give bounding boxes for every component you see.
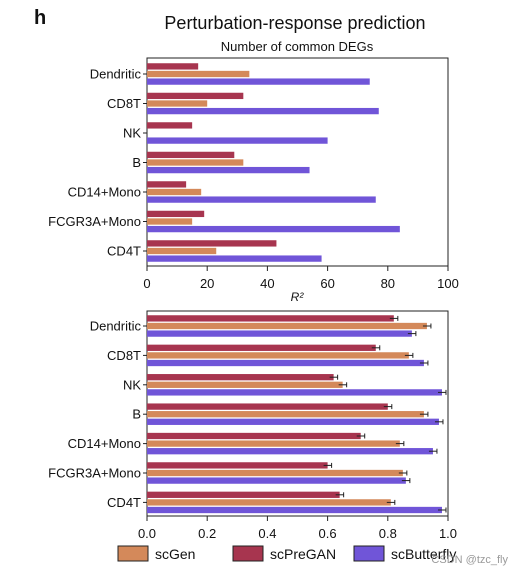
- x-tick-label: 60: [320, 276, 334, 291]
- category-label-cd8t: CD8T: [107, 348, 141, 363]
- x-tick-label: 80: [381, 276, 395, 291]
- bar-scgen-cd8t: [147, 352, 409, 359]
- bar-scgen-b: [147, 411, 424, 418]
- bar-scgen-cd14-mono: [147, 188, 202, 196]
- bar-scgen-cd8t: [147, 100, 208, 107]
- category-label-b: B: [132, 155, 141, 170]
- chart-1-subtitle: Number of common DEGs: [221, 39, 374, 54]
- category-label-cd4t: CD4T: [107, 244, 141, 259]
- watermark: CSDN @tzc_fly: [431, 554, 508, 566]
- bar-scbutterfly-fcgr3a-mono: [147, 225, 400, 233]
- legend-label-scbutterfly: scButterfly: [391, 546, 456, 562]
- bar-scpregan-fcgr3a-mono: [147, 462, 328, 469]
- legend-swatch-scbutterfly: [353, 545, 385, 562]
- bar-scbutterfly-fcgr3a-mono: [147, 477, 406, 484]
- figure-title: Perturbation-response prediction: [164, 13, 425, 33]
- x-tick-label: 0.6: [319, 526, 337, 541]
- category-label-nk: NK: [123, 377, 141, 392]
- category-label-cd4t: CD4T: [107, 495, 141, 510]
- category-label-fcgr3a-mono: FCGR3A+Mono: [48, 214, 141, 229]
- legend-swatch-scpregan: [232, 545, 264, 562]
- category-label-cd14-mono: CD14+Mono: [68, 436, 141, 451]
- bar-scbutterfly-b: [147, 418, 439, 425]
- bar-scbutterfly-nk: [147, 137, 328, 144]
- bar-scpregan-nk: [147, 122, 193, 129]
- panel-letter: h: [34, 7, 46, 29]
- bar-scgen-dendritic: [147, 70, 250, 78]
- bar-scbutterfly-cd4t: [147, 506, 442, 514]
- legend-label-scgen: scGen: [155, 546, 195, 562]
- bar-scpregan-cd4t: [147, 240, 277, 247]
- bar-scbutterfly-cd14-mono: [147, 196, 376, 203]
- bar-scbutterfly-cd4t: [147, 255, 322, 262]
- bar-scbutterfly-cd8t: [147, 359, 424, 367]
- x-tick-label: 0.2: [198, 526, 216, 541]
- bar-scbutterfly-cd14-mono: [147, 448, 433, 455]
- category-label-b: B: [132, 407, 141, 422]
- bar-scgen-cd4t: [147, 499, 391, 506]
- legend-swatch-scgen: [117, 545, 149, 562]
- bar-scpregan-cd14-mono: [147, 181, 187, 188]
- chart-2: 0.0 0.2 0.4 0.6 0.8 1.0 Dendritic CD8T NK B CD14+M…: [48, 310, 457, 541]
- bar-scgen-nk: [147, 381, 343, 388]
- category-label-cd8t: CD8T: [107, 96, 141, 111]
- category-label-nk: NK: [123, 126, 141, 141]
- bar-scbutterfly-nk: [147, 389, 442, 396]
- bar-scgen-cd14-mono: [147, 440, 400, 447]
- x-tick-label: 0.4: [258, 526, 276, 541]
- x-tick-label: 0: [143, 276, 150, 291]
- chart-1-xlabel: R²: [291, 290, 305, 304]
- bar-scpregan-b: [147, 403, 388, 410]
- x-tick-label: 100: [437, 276, 459, 291]
- bar-scpregan-cd4t: [147, 491, 340, 498]
- bar-scgen-dendritic: [147, 322, 427, 330]
- x-tick-label: 0.8: [379, 526, 397, 541]
- legend: scGen scPreGAN scButterfly: [117, 545, 456, 562]
- bar-scpregan-nk: [147, 374, 334, 381]
- bar-scpregan-dendritic: [147, 315, 394, 322]
- x-tick-label: 20: [200, 276, 214, 291]
- bar-scpregan-b: [147, 151, 235, 159]
- bar-scgen-fcgr3a-mono: [147, 218, 193, 225]
- bar-scgen-b: [147, 159, 244, 166]
- category-label-fcgr3a-mono: FCGR3A+Mono: [48, 466, 141, 481]
- x-tick-label: 1.0: [439, 526, 457, 541]
- x-tick-label: 0.0: [138, 526, 156, 541]
- bar-scpregan-dendritic: [147, 63, 199, 70]
- bar-scbutterfly-cd8t: [147, 107, 379, 115]
- category-label-dendritic: Dendritic: [90, 67, 142, 82]
- bar-scpregan-fcgr3a-mono: [147, 210, 205, 218]
- legend-label-scpregan: scPreGAN: [270, 546, 336, 562]
- bar-scbutterfly-dendritic: [147, 78, 370, 85]
- bar-scpregan-cd14-mono: [147, 432, 361, 440]
- chart-1: 0 20 40 60 80 100 Dendritic CD8T NK B CD14+Mono FCG…: [48, 57, 459, 291]
- bar-scgen-fcgr3a-mono: [147, 469, 403, 477]
- category-label-cd14-mono: CD14+Mono: [68, 185, 141, 200]
- bar-scgen-cd4t: [147, 247, 217, 255]
- bar-scpregan-cd8t: [147, 92, 244, 100]
- x-tick-label: 40: [260, 276, 274, 291]
- category-label-dendritic: Dendritic: [90, 319, 142, 334]
- bar-scbutterfly-b: [147, 166, 310, 174]
- bar-scpregan-cd8t: [147, 344, 376, 351]
- bar-scbutterfly-dendritic: [147, 330, 412, 337]
